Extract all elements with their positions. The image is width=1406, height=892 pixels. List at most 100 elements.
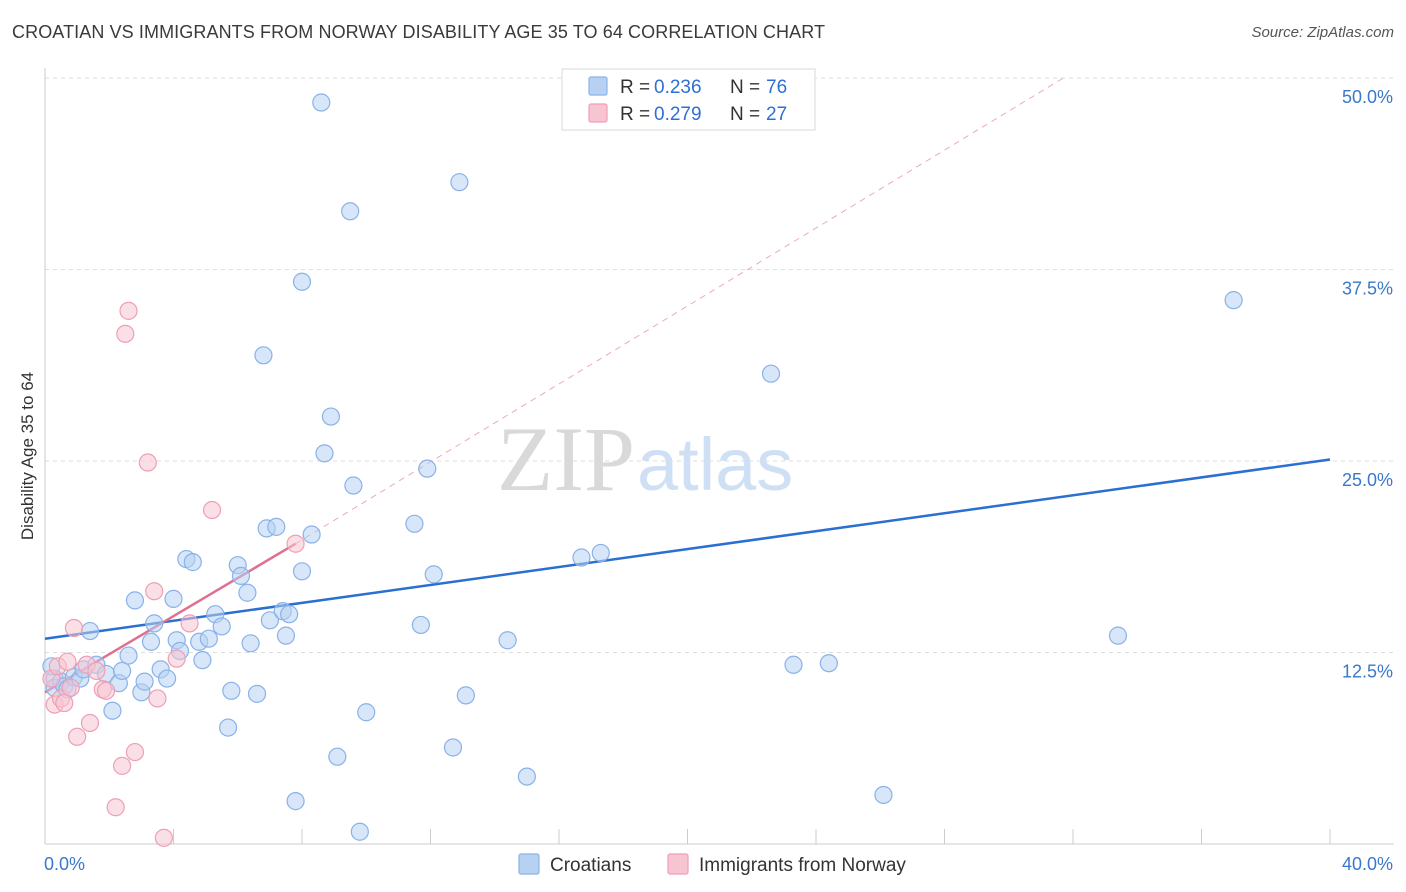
croatians-point <box>280 605 299 624</box>
croatians-point <box>874 785 893 805</box>
croatians-point <box>145 614 164 633</box>
legend: R = 0.236 N = 76 R = 0.279 N = 27 <box>561 68 816 131</box>
croatians-point <box>267 517 286 536</box>
croatians-point <box>405 514 424 533</box>
y-tick-label: 25.0% <box>1342 470 1393 490</box>
croatians-point <box>341 202 360 221</box>
norway-point <box>68 727 87 746</box>
croatians-point <box>254 346 273 365</box>
legend-n-label-1: N = <box>730 104 760 125</box>
norway-point <box>154 828 173 847</box>
croatians-point <box>241 634 260 653</box>
croatians-point <box>292 272 312 291</box>
norway-point <box>119 301 138 320</box>
croatians-point <box>157 669 177 688</box>
norway-trend-extension <box>295 77 1064 545</box>
croatians-point <box>276 626 296 645</box>
watermark-atlas: atlas <box>637 423 793 506</box>
croatians-point <box>80 621 100 641</box>
norway-point <box>116 324 135 343</box>
croatians-point <box>357 703 376 722</box>
legend-n-label-0: N = <box>730 77 760 98</box>
croatians-trend-line <box>44 458 1331 640</box>
norway-point <box>96 681 116 700</box>
axes <box>44 68 1394 845</box>
tick-labels: 12.5% 25.0% 37.5% 50.0% 0.0% 40.0% <box>44 87 1393 874</box>
croatians-point <box>819 654 838 673</box>
croatians-point <box>247 684 267 703</box>
trend-lines <box>44 77 1331 694</box>
croatians-point <box>141 632 161 651</box>
croatians-point <box>344 476 363 495</box>
series-swatch-croatians <box>518 853 540 875</box>
norway-point <box>145 582 164 601</box>
chart-title: CROATIAN VS IMMIGRANTS FROM NORWAY DISAB… <box>12 22 826 42</box>
norway-point <box>87 661 106 680</box>
croatians-point <box>222 681 241 700</box>
data-points <box>42 93 1243 847</box>
legend-r-value-0: 0.236 <box>654 77 702 98</box>
croatians-point <box>119 646 138 665</box>
norway-point <box>55 693 74 713</box>
y-tick-label: 50.0% <box>1342 87 1393 107</box>
legend-n-value-1: 27 <box>766 104 787 125</box>
gridlines <box>45 77 1394 653</box>
series-label-norway: Immigrants from Norway <box>699 855 906 876</box>
norway-point <box>138 453 157 472</box>
croatians-point <box>231 566 251 586</box>
legend-swatch-norway <box>588 103 608 123</box>
y-tick-label: 37.5% <box>1342 279 1393 299</box>
croatians-point <box>572 548 591 567</box>
norway-point <box>80 713 100 733</box>
norway-point <box>125 742 145 762</box>
croatians-point <box>286 792 305 811</box>
norway-point <box>106 798 125 817</box>
legend-r-label-0: R = <box>620 77 650 98</box>
croatians-point <box>498 631 517 650</box>
norway-point <box>286 534 305 553</box>
croatians-point <box>328 747 347 766</box>
series-legend: Croatians Immigrants from Norway <box>518 853 906 876</box>
croatians-point <box>302 525 321 544</box>
croatians-point <box>219 718 238 737</box>
croatians-point <box>350 822 369 841</box>
croatians-point <box>450 173 469 192</box>
croatians-point <box>517 767 536 786</box>
croatians-point <box>164 589 183 608</box>
croatians-point <box>591 543 610 563</box>
watermark: ZIP atlas <box>497 408 793 510</box>
croatians-point <box>199 629 218 648</box>
croatians-point <box>103 701 122 720</box>
y-axis-label: Disability Age 35 to 64 <box>18 372 37 540</box>
croatians-point <box>292 562 312 581</box>
croatians-point <box>1108 626 1128 645</box>
legend-r-value-1: 0.279 <box>654 104 702 125</box>
croatians-point <box>260 611 279 630</box>
norway-point <box>180 614 199 633</box>
croatians-point <box>411 615 430 635</box>
croatians-point <box>424 565 443 584</box>
croatians-point <box>238 583 257 602</box>
legend-n-value-0: 76 <box>766 77 787 98</box>
croatians-point <box>183 553 202 572</box>
croatians-point <box>418 459 437 478</box>
norway-point <box>167 649 186 668</box>
croatians-point <box>321 407 341 426</box>
x-tick-label: 40.0% <box>1342 854 1393 874</box>
croatians-point <box>761 364 781 383</box>
norway-point <box>64 618 84 638</box>
legend-swatch-croatians <box>588 76 608 96</box>
croatians-point <box>1224 291 1243 310</box>
croatians-point <box>312 93 331 112</box>
croatians-point <box>193 651 212 670</box>
norway-point <box>202 500 222 520</box>
norway-point <box>112 756 132 775</box>
series-swatch-norway <box>667 853 689 875</box>
source-credit: Source: ZipAtlas.com <box>1251 24 1394 41</box>
series-label-croatians: Croatians <box>550 855 631 876</box>
norway-point <box>148 689 167 708</box>
croatians-point <box>443 738 463 757</box>
legend-r-label-1: R = <box>620 104 650 125</box>
croatians-point <box>212 617 231 636</box>
